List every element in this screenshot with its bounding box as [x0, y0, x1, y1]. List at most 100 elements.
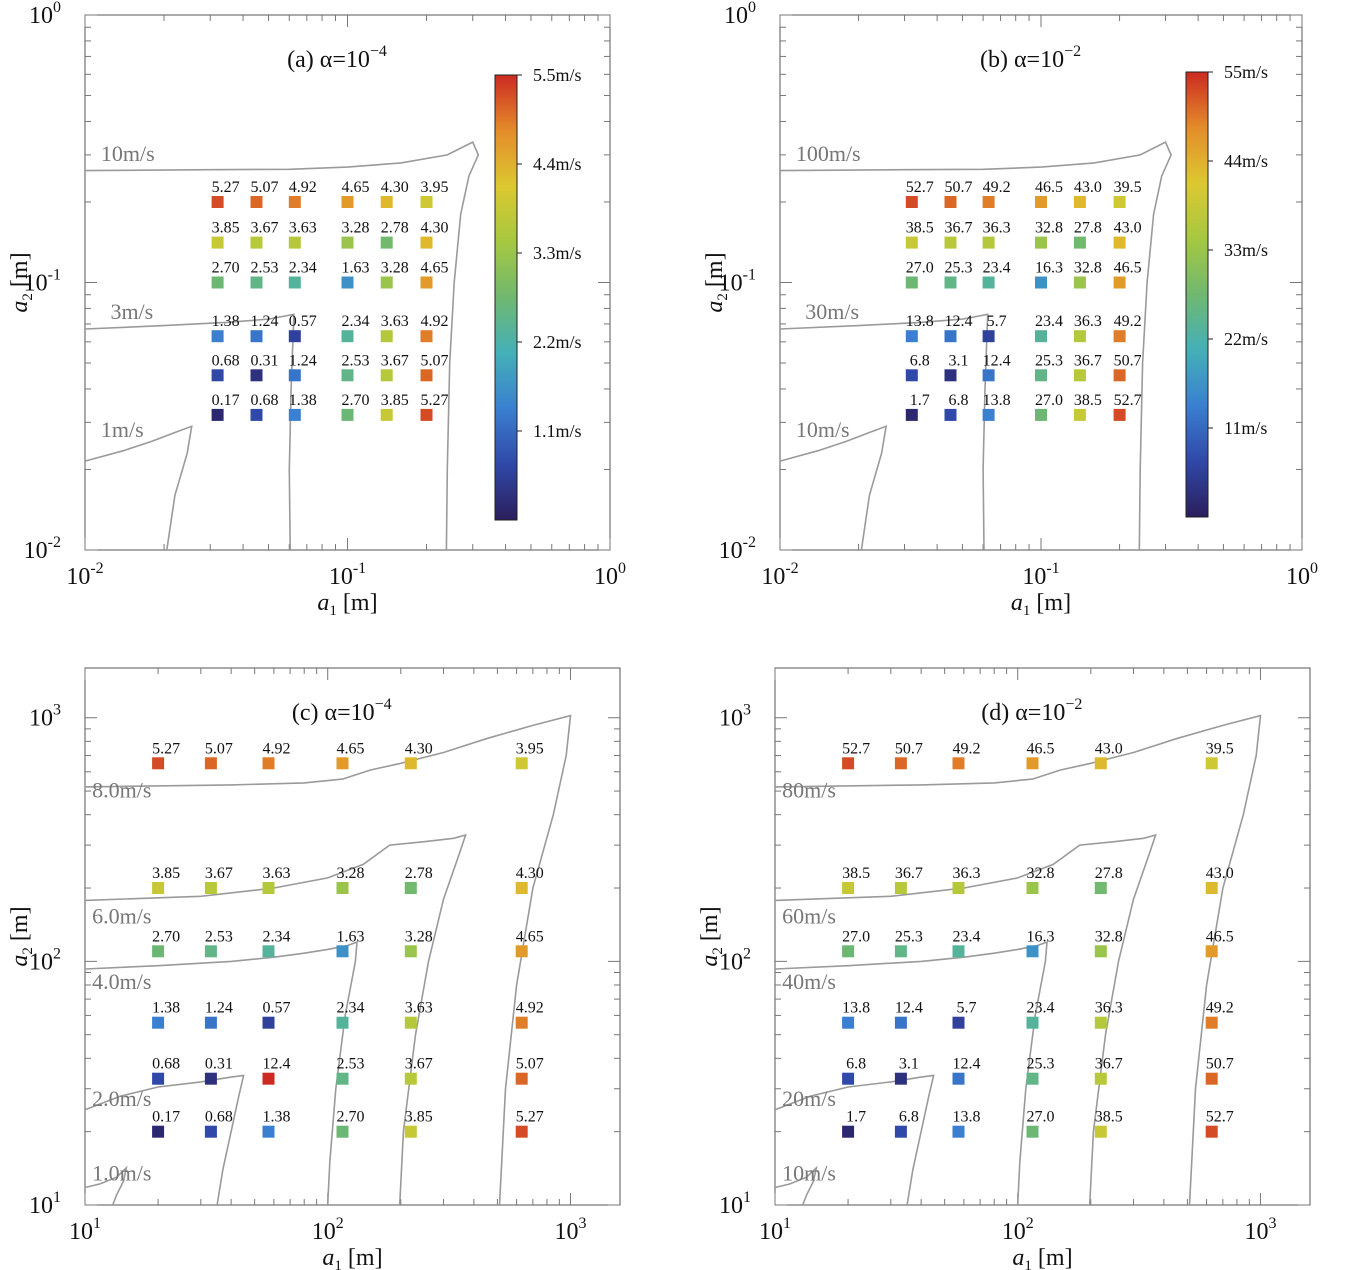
heatmap-cell: [982, 276, 995, 289]
cell-value-label: 2.78: [381, 220, 409, 237]
heatmap-cell: [515, 945, 528, 958]
heatmap-cell: [905, 276, 918, 289]
heatmap-cell: [262, 945, 275, 958]
heatmap-cell: [1094, 1016, 1107, 1029]
heatmap-cell: [152, 1072, 165, 1085]
axis-ticks: [84, 668, 620, 1206]
x-tick-label: 10-1: [329, 560, 366, 590]
heatmap-cell: [288, 330, 301, 343]
cell-value-label: 5.07: [251, 179, 279, 196]
heatmap-cell: [288, 236, 301, 249]
cell-value-label: 3.63: [263, 865, 291, 882]
heatmap-cell: [1035, 408, 1047, 421]
cell-value-label: 32.8: [1074, 260, 1102, 277]
cell-value-label: 1.38: [289, 392, 317, 409]
heatmap-cell: [982, 408, 995, 421]
cell-value-label: 3.28: [337, 865, 365, 882]
colorbar-gradient: [494, 74, 518, 521]
x-axis-label: a1 [m]: [317, 590, 377, 619]
contour-line: [779, 313, 989, 551]
heatmap-cell: [341, 196, 354, 208]
colorbar-gradient: [1185, 71, 1209, 518]
contour-label: 3m/s: [110, 299, 153, 324]
heatmap-cell: [152, 945, 165, 958]
contour-label: 20m/s: [782, 1086, 836, 1111]
cell-value-label: 1.38: [152, 1000, 180, 1017]
heatmap-cell: [1113, 330, 1126, 343]
heatmap-cell: [380, 276, 393, 289]
heatmap-cell: [250, 369, 263, 382]
cell-value-label: 4.92: [421, 313, 449, 330]
heatmap-cell: [1026, 1072, 1039, 1085]
contour-line: [84, 1074, 245, 1206]
cell-value-label: 0.68: [212, 352, 240, 369]
cell-value-label: 0.68: [205, 1109, 233, 1126]
y-tick-label: 101: [719, 1189, 751, 1219]
contour-line: [774, 1165, 818, 1206]
heatmap-cell: [1205, 945, 1218, 958]
heatmap-cell: [204, 882, 217, 894]
x-axis-label: a1 [m]: [1012, 1245, 1072, 1270]
panel-a: 10-2 10-1 100 10-2 10-1 100 a1 [m] a2 [m] (a) α=…: [7, 0, 626, 619]
heatmap-cells: 0.17 0.68 1.38 2.70 3.85 5.27 0.68 0.31 1.24 2.53…: [211, 179, 449, 421]
cell-value-label: 46.5: [1027, 740, 1055, 757]
heatmap-cell: [211, 369, 224, 382]
cell-value-label: 3.85: [405, 1109, 433, 1126]
heatmap-cell: [944, 330, 957, 343]
cell-value-label: 12.4: [895, 1000, 923, 1017]
heatmap-cell: [152, 1125, 165, 1138]
cell-value-label: 2.70: [212, 260, 240, 277]
cell-value-label: 50.7: [1206, 1056, 1234, 1073]
heatmap-cell: [905, 408, 918, 421]
heatmap-cell: [842, 1125, 855, 1138]
heatmap-cell: [211, 408, 224, 421]
heatmap-cell: [894, 757, 907, 770]
cell-value-label: 27.8: [1095, 865, 1123, 882]
cell-value-label: 6.8: [899, 1109, 919, 1126]
heatmap-cell: [341, 330, 354, 343]
axis-ticks: [774, 668, 1310, 1206]
cell-value-label: 16.3: [1035, 260, 1063, 277]
heatmap-cell: [341, 369, 354, 382]
heatmap-cell: [380, 196, 393, 208]
cell-value-label: 2.34: [337, 1000, 365, 1017]
cell-value-label: 3.28: [381, 260, 409, 277]
cell-value-label: 2.34: [289, 260, 317, 277]
heatmap-cell: [262, 1016, 275, 1029]
heatmap-cell: [1205, 1125, 1218, 1138]
contour-label: 80m/s: [782, 778, 836, 803]
cell-value-label: 2.53: [337, 1056, 365, 1073]
colorbar-tick-label: 11m/s: [1224, 418, 1267, 438]
cell-value-label: 0.17: [152, 1109, 180, 1126]
contour-label: 1.0m/s: [92, 1161, 151, 1186]
cell-value-label: 38.5: [906, 220, 934, 237]
heatmap-cell: [842, 882, 855, 894]
colorbar-tick-label: 55m/s: [1224, 62, 1268, 82]
cell-value-label: 0.57: [289, 313, 317, 330]
heatmap-cell: [420, 236, 433, 249]
cell-value-label: 49.2: [1114, 313, 1142, 330]
heatmap-cell: [380, 236, 393, 249]
cell-value-label: 13.8: [906, 313, 934, 330]
heatmap-cell: [515, 1016, 528, 1029]
contour-lines: [779, 141, 1172, 551]
cell-value-label: 5.27: [421, 392, 449, 409]
heatmap-cell: [515, 882, 528, 894]
cell-value-label: 1.38: [263, 1109, 291, 1126]
heatmap-cell: [380, 408, 393, 421]
heatmap-cell: [336, 1072, 349, 1085]
heatmap-cell: [420, 408, 433, 421]
cell-value-label: 23.4: [1027, 1000, 1055, 1017]
heatmap-cell: [250, 276, 263, 289]
heatmap-cell: [944, 369, 957, 382]
cell-value-label: 4.92: [516, 1000, 544, 1017]
cell-value-label: 36.3: [1074, 313, 1102, 330]
x-tick-label: 102: [1002, 1215, 1034, 1245]
cell-value-label: 3.28: [405, 928, 433, 945]
cell-value-label: 43.0: [1074, 179, 1102, 196]
cell-value-label: 1.24: [205, 1000, 233, 1017]
heatmap-cell: [288, 369, 301, 382]
heatmap-cell: [336, 882, 349, 894]
x-tick-label: 100: [594, 560, 626, 590]
